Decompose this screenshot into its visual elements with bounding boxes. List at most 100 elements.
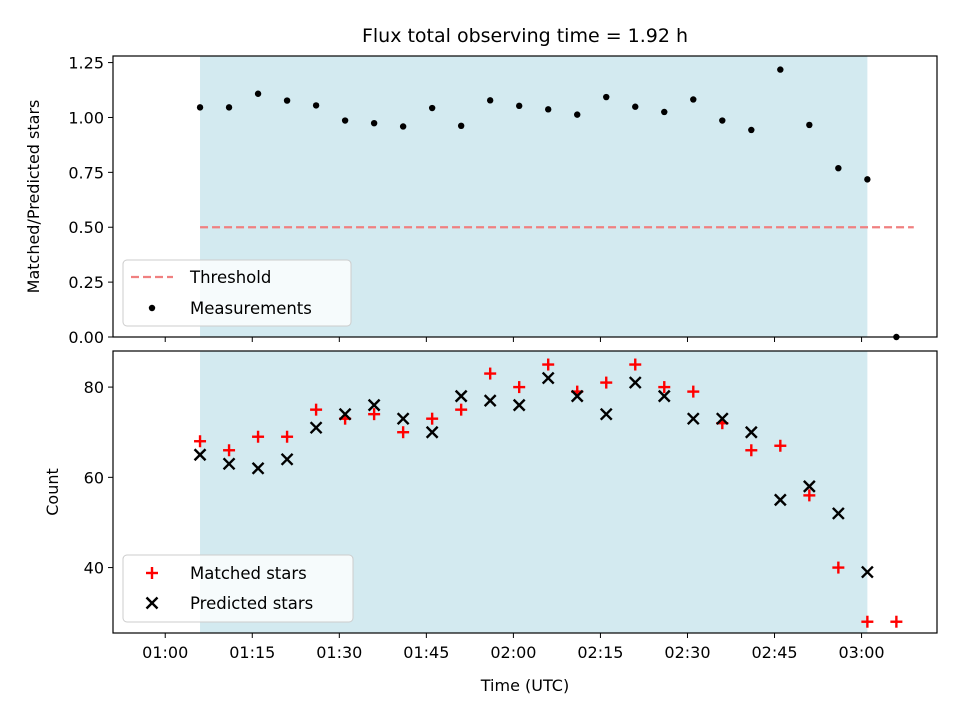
matched-stars-point [455,403,468,416]
measurement-point [748,126,755,134]
bottom-series-layer [193,358,903,628]
measurement-point [864,176,871,183]
legend-matched-label: Matched stars [190,564,307,583]
predicted-stars-point [338,407,352,421]
predicted-stars-point [280,452,294,466]
x-tick-label: 02:00 [490,643,536,662]
predicted-stars-point [686,412,700,426]
measurement-point [196,104,204,111]
measurement-point [254,90,262,97]
matched-stars-point [658,381,671,394]
predicted-stars-point [425,425,439,439]
predicted-stars-point [309,421,323,435]
matched-stars-point [223,444,236,457]
predicted-stars-point [715,412,729,426]
top-x-ticks [164,337,863,342]
legend-predicted-swatch [145,596,159,610]
measurement-point [806,121,813,129]
chart-title: Flux total observing time = 1.92 h [362,25,688,47]
x-tick-label: 01:15 [229,643,275,662]
bottom-axes-frame [112,350,938,634]
measurement-point [661,108,668,116]
measurement-point [574,111,581,118]
top-y-tick-label: 0.50 [68,218,104,237]
matched-stars-point [832,561,845,574]
top-panel: 0.00 0.25 0.50 0.75 1.00 1.25 Flux total obse… [24,25,938,347]
top-y-tick-label: 1.00 [68,108,104,127]
measurement-point [399,123,407,130]
predicted-stars-point [251,461,265,475]
bottom-y-ticks: 40 60 80 [84,378,113,578]
measurement-point [515,102,523,110]
matched-stars-point [397,426,410,439]
bottom-panel: 40 60 80 01:00 01:15 01:30 01:45 02:00 02:15 02:… [43,350,938,695]
bottom-x-ticks: 01:00 01:15 01:30 01:45 02:00 02:15 02:30 02:45… [142,633,885,662]
top-axes-frame [112,55,938,338]
measurement-point [283,97,291,104]
matched-stars-point [484,367,497,380]
x-tick-label: 01:00 [142,643,188,662]
measurement-point [719,117,726,124]
legend-measurements-swatch [148,304,156,312]
x-tick-label: 02:15 [577,643,623,662]
measurement-point [835,164,842,172]
legend-matched-swatch [146,567,158,579]
bottom-y-tick-label: 80 [84,378,104,397]
predicted-stars-point [599,407,613,421]
predicted-stars-point [454,389,468,403]
top-y-tick-label: 0.00 [68,328,104,347]
top-y-axis-label: Matched/Predicted stars [24,100,43,294]
bottom-y-tick-label: 60 [84,468,104,487]
measurement-point [690,96,697,103]
predicted-stars-point [570,389,584,403]
legend-predicted-label: Predicted stars [190,594,313,613]
legend-box [122,554,354,623]
predicted-stars-point [483,394,497,407]
predicted-stars-point [773,493,787,507]
bottom-legend: Matched stars Predicted stars [122,554,354,623]
matched-stars-point [774,439,787,452]
predicted-stars-point [802,480,816,493]
x-axis-label: Time (UTC) [480,676,569,695]
predicted-stars-point [396,412,410,426]
matched-stars-point [745,444,758,457]
x-tick-label: 02:30 [664,643,710,662]
measurement-point [486,97,494,104]
matched-stars-point [513,381,526,394]
predicted-stars-point [744,425,758,439]
predicted-stars-point [832,507,845,520]
measurement-point [777,66,784,73]
top-y-tick-label: 0.75 [68,163,104,182]
matched-stars-point [600,376,613,389]
top-series-layer [196,66,914,341]
x-tick-label: 03:00 [839,643,885,662]
measurement-point [632,103,639,110]
predicted-stars-point [222,457,236,471]
predicted-stars-point [657,389,671,403]
legend-box [122,259,352,327]
predicted-stars-point [861,565,874,579]
matched-stars-point [890,615,903,628]
matched-stars-point [542,358,555,371]
matched-stars-point [368,408,381,421]
x-tick-label: 01:45 [403,643,449,662]
measurement-point [312,102,320,109]
predicted-stars-point [193,448,207,462]
matched-stars-point [861,615,874,628]
measurement-point [225,104,233,111]
bottom-y-tick-label: 40 [84,559,104,578]
top-y-tick-label: 0.25 [68,273,104,292]
matched-stars-point [310,403,323,416]
measurement-point [370,119,378,127]
x-tick-label: 02:45 [751,643,797,662]
top-legend: Threshold Measurements [122,259,352,327]
measurement-point [545,106,552,113]
matched-stars-point [803,489,816,502]
legend-measurements-label: Measurements [190,299,312,318]
predicted-stars-point [367,398,381,412]
matched-stars-point [687,385,700,398]
matched-stars-point [426,412,439,425]
top-y-ticks: 0.00 0.25 0.50 0.75 1.00 1.25 [68,54,113,347]
measurement-point [428,104,436,112]
